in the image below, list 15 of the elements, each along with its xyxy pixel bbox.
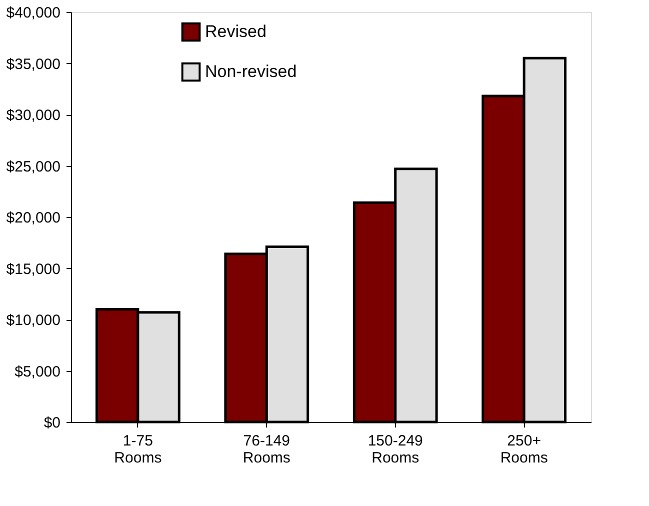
y-tick-label: $15,000	[6, 260, 60, 278]
y-tick-label: $35,000	[6, 56, 60, 73]
x-tick-label: 150-249 Rooms	[368, 432, 423, 466]
x-tick-label: 1-75 Rooms	[114, 432, 162, 466]
y-tick-label: $30,000	[6, 107, 60, 124]
x-tick-label: 76-149 Rooms	[242, 432, 290, 466]
y-tick-label: $40,000	[6, 4, 60, 22]
y-tick-label: $20,000	[6, 210, 60, 226]
y-tick-label: $10,000	[6, 312, 60, 329]
x-tick-label: 250+ Rooms	[500, 432, 548, 466]
legend-label: Revised	[205, 22, 266, 41]
y-tick-label: $25,000	[6, 158, 60, 176]
y-tick-label: $0	[44, 414, 60, 432]
y-tick-label: $5,000	[14, 363, 60, 380]
legend-label: Non-revised	[205, 62, 297, 81]
